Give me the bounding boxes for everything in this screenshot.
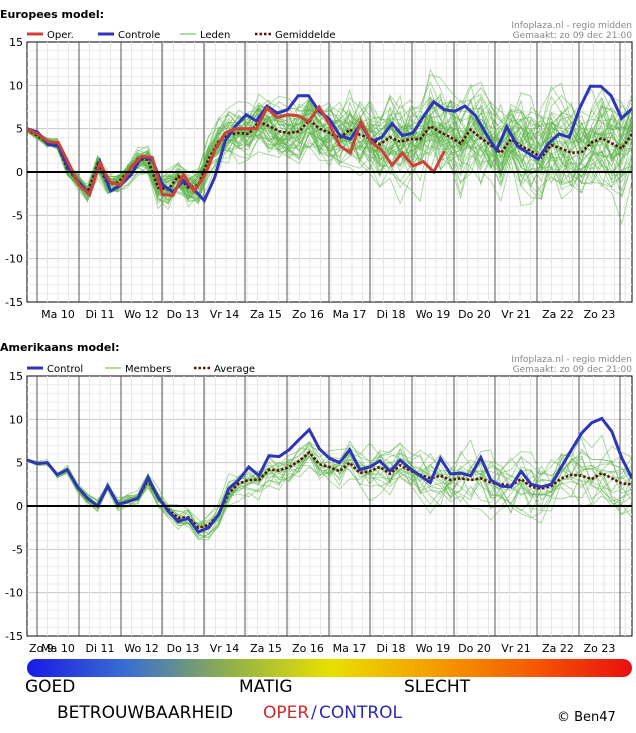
- reliability-gradient-bar: [27, 659, 632, 677]
- x-tick-label: Do 13: [167, 308, 200, 321]
- x-tick-label: Di 11: [85, 642, 114, 655]
- x-tick-label: Wo 19: [416, 642, 450, 655]
- x-tick-label: Za 22: [542, 642, 574, 655]
- legend-label: Oper.: [47, 30, 74, 41]
- credit-label: © Ben47: [557, 710, 616, 725]
- x-tick-label: Za 22: [542, 308, 574, 321]
- control-caption: CONTROL: [319, 703, 403, 723]
- x-tick-label: Vr 21: [501, 308, 531, 321]
- x-tick-label: Zo 9: [29, 642, 54, 655]
- x-tick-label: Di 18: [376, 642, 405, 655]
- member-line: [27, 112, 632, 192]
- x-tick-label: Ma 17: [333, 308, 367, 321]
- x-tick-label: Ma 17: [333, 642, 367, 655]
- x-tick-label: Ma 10: [41, 308, 75, 321]
- legend-label: Members: [125, 364, 171, 375]
- legend-label: Leden: [200, 30, 230, 41]
- plot-series: [27, 68, 632, 226]
- control-line: [27, 416, 632, 534]
- oper-line: [27, 104, 446, 198]
- y-tick-label: 10: [9, 79, 23, 92]
- chart-panel-2: Amerikaans model: Infoplaza.nl - regio mi…: [0, 341, 633, 637]
- x-tick-label: Wo 12: [124, 308, 158, 321]
- legend-label: Average: [214, 364, 255, 375]
- x-tick-label: Do 20: [458, 308, 491, 321]
- average-line: [27, 118, 632, 196]
- legend-label: Gemiddelde: [275, 30, 336, 41]
- x-tick-label: Zo 23: [584, 642, 616, 655]
- member-line: [27, 115, 632, 201]
- member-line: [27, 452, 632, 528]
- chart-title: Europees model:: [0, 8, 104, 21]
- reliability-poor-label: SLECHT: [404, 677, 471, 697]
- chart-watermark-date: Gemaakt: zo 09 dec 21:00: [513, 365, 633, 375]
- chart-panel-1: Europees model: Infoplaza.nl - regio midd…: [0, 8, 633, 303]
- member-line: [27, 451, 632, 536]
- chart-title: Amerikaans model:: [0, 341, 120, 354]
- y-tick-label: 15: [9, 36, 23, 49]
- x-tick-label: Wo 12: [124, 642, 158, 655]
- member-line: [27, 100, 632, 210]
- y-tick-label: 0: [16, 166, 23, 179]
- x-tick-label: Zo 16: [292, 308, 324, 321]
- member-line: [27, 441, 632, 526]
- x-tick-label: Za 15: [250, 308, 282, 321]
- y-tick-label: 0: [16, 500, 23, 513]
- reliability-moderate-label: MATIG: [239, 677, 293, 697]
- control-line: [27, 84, 632, 204]
- y-tick-label: -15: [5, 296, 23, 309]
- y-tick-label: 5: [16, 123, 23, 136]
- x-tick-label: Za 15: [250, 642, 282, 655]
- y-tick-label: 15: [9, 370, 23, 383]
- x-tick-label: Wo 19: [416, 308, 450, 321]
- x-tick-label: Zo 23: [584, 308, 616, 321]
- x-tick-label: Vr 21: [501, 642, 531, 655]
- y-tick-label: 5: [16, 457, 23, 470]
- member-line: [27, 449, 632, 541]
- y-tick-label: 10: [9, 413, 23, 426]
- x-tick-label: Di 11: [85, 308, 114, 321]
- x-tick-label: Vr 14: [210, 642, 240, 655]
- x-tick-label: Do 20: [458, 642, 491, 655]
- x-tick-label: Zo 16: [292, 642, 324, 655]
- legend-label: Control: [47, 364, 83, 375]
- chart-watermark-source: Infoplaza.nl - regio midden: [511, 355, 632, 365]
- x-tick-label: Vr 14: [210, 308, 240, 321]
- x-tick-label: Di 18: [376, 308, 405, 321]
- y-tick-label: -5: [12, 543, 23, 556]
- reliability-caption: BETROUWBAARHEID: [57, 703, 234, 723]
- chart-watermark-date: Gemaakt: zo 09 dec 21:00: [513, 31, 633, 41]
- x-tick-label: Do 13: [167, 642, 200, 655]
- y-tick-label: -5: [12, 209, 23, 222]
- plot-series: [27, 416, 632, 541]
- oper-caption: OPER: [263, 703, 310, 723]
- y-tick-label: -15: [5, 630, 23, 643]
- chart-watermark-source: Infoplaza.nl - regio midden: [511, 21, 632, 31]
- y-tick-label: -10: [5, 587, 23, 600]
- x-tick-label: Ma 10: [41, 642, 75, 655]
- caption-separator: /: [311, 703, 317, 723]
- y-tick-label: -10: [5, 253, 23, 266]
- legend-label: Controle: [118, 30, 160, 41]
- reliability-good-label: GOED: [25, 677, 76, 697]
